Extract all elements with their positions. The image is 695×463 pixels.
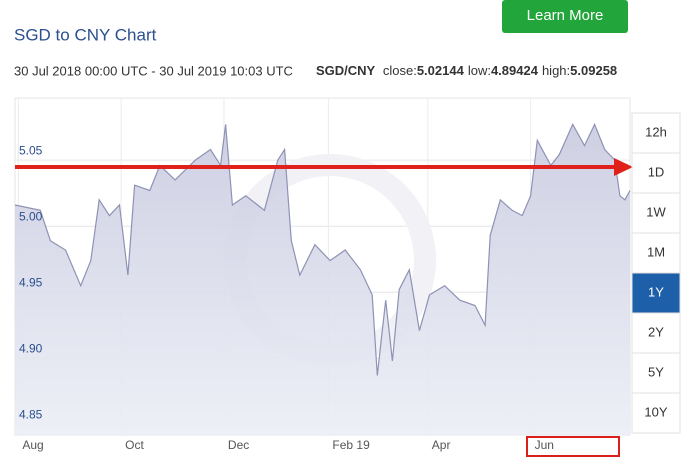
range-button[interactable] [631, 392, 681, 434]
range-button-label[interactable]: 1Y [648, 284, 664, 299]
area-fill [15, 124, 630, 436]
x-tick-label: Feb 19 [332, 438, 370, 452]
range-button-label[interactable]: 12h [645, 124, 667, 139]
learn-more-button[interactable] [502, 0, 628, 33]
y-tick-label: 5.05 [19, 143, 43, 157]
y-tick-label: 5.00 [19, 209, 43, 223]
x-tick-label: Apr [432, 438, 451, 452]
range-button[interactable] [631, 232, 681, 274]
range-button[interactable] [631, 192, 681, 234]
y-tick-label: 4.95 [19, 275, 43, 289]
range-button-label[interactable]: 2Y [648, 324, 664, 339]
range-button-label[interactable]: 1M [647, 244, 665, 259]
stat-value: 4.89424 [491, 63, 539, 78]
line [14, 122, 631, 376]
range-button[interactable] [631, 152, 681, 194]
range-button[interactable] [631, 352, 681, 394]
range-button-label[interactable]: 5Y [648, 364, 664, 379]
stat-label: low: [468, 63, 491, 78]
stat-label: high: [542, 63, 570, 78]
x-tick-label: Dec [228, 438, 249, 452]
stat-label: close: [383, 63, 417, 78]
period: 30 Jul 2018 00:00 UTC - 30 Jul 2019 10:0… [14, 63, 293, 78]
pair: SGD/CNY [316, 63, 376, 78]
range-button-label[interactable]: 1W [646, 204, 666, 219]
y-tick-label: 4.90 [19, 342, 43, 356]
range-button[interactable] [631, 312, 681, 354]
stats: SGD/CNY close:5.02144 low:4.89424 high:5.0… [316, 63, 617, 78]
stat-value: 5.09258 [570, 63, 617, 78]
stat-value: 5.02144 [417, 63, 465, 78]
learn-more-label[interactable]: Learn More [527, 7, 604, 24]
x-tick-label: Oct [125, 438, 144, 452]
range-button[interactable] [631, 272, 681, 314]
highlight-box [526, 436, 620, 457]
range-button-label[interactable]: 1D [648, 164, 665, 179]
annotation-arrowhead [614, 158, 633, 176]
y-tick-label: 4.85 [19, 408, 43, 422]
x-tick-label: Jun [535, 438, 554, 452]
range-button[interactable] [631, 112, 681, 154]
x-tick-label: Aug [22, 438, 43, 452]
title: SGD to CNY Chart [14, 25, 157, 44]
range-button-label[interactable]: 10Y [644, 404, 667, 419]
